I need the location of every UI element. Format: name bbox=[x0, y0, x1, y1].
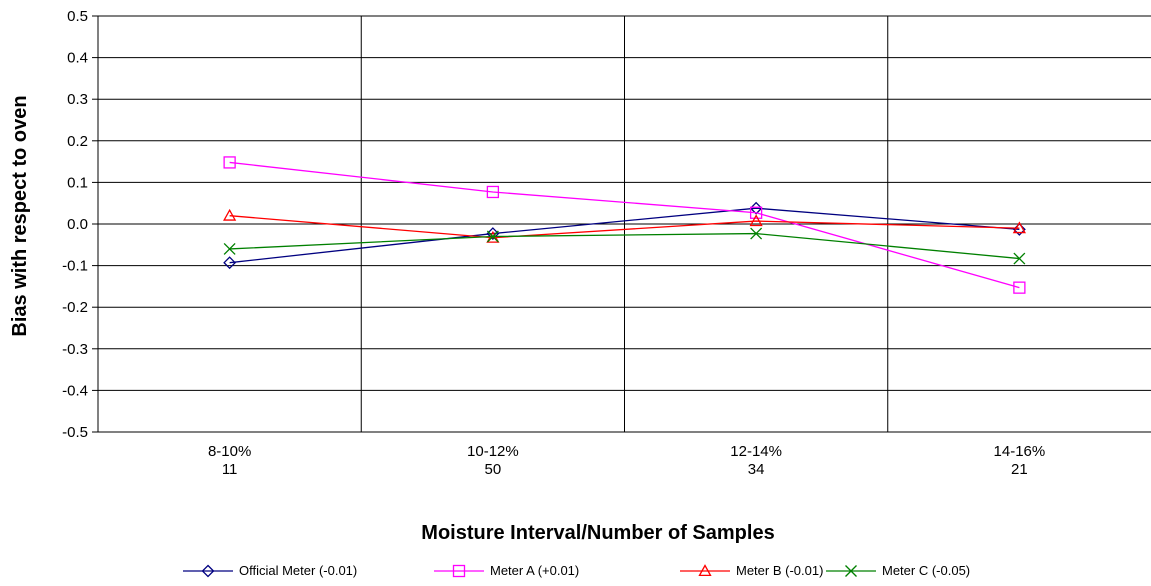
x-tick-label: 10-12% bbox=[467, 443, 519, 460]
x-axis-title: Moisture Interval/Number of Samples bbox=[421, 522, 774, 544]
y-tick-label: -0.4 bbox=[62, 382, 88, 399]
legend-marker bbox=[845, 565, 857, 577]
series-1 bbox=[223, 201, 1026, 270]
x-marker-stroke bbox=[486, 230, 499, 243]
x-tick-sample-count: 11 bbox=[222, 461, 238, 478]
legend-label: Official Meter (-0.01) bbox=[239, 563, 357, 578]
legend-label: Meter A (+0.01) bbox=[490, 563, 579, 578]
legend-entry: Meter B (-0.01) bbox=[680, 563, 823, 578]
y-tick-label: 0.2 bbox=[67, 133, 88, 150]
legend-marker bbox=[452, 564, 466, 578]
legend-marker bbox=[698, 564, 712, 577]
y-tick-label: 0.0 bbox=[67, 216, 88, 233]
x-tick-sample-count: 50 bbox=[485, 461, 502, 478]
legend-entry: Meter A (+0.01) bbox=[434, 563, 579, 578]
legend-entry: Meter C (-0.05) bbox=[826, 563, 970, 578]
x-tick-sample-count: 21 bbox=[1011, 461, 1028, 478]
x-tick-label: 12-14% bbox=[730, 443, 782, 460]
x-tick-label: 8-10% bbox=[208, 443, 251, 460]
y-tick-label: -0.5 bbox=[62, 424, 88, 441]
series-4 bbox=[223, 227, 1026, 265]
series-line bbox=[229, 207, 1020, 264]
y-tick-label: -0.3 bbox=[62, 341, 88, 358]
data-point bbox=[1013, 281, 1026, 294]
tick-labels: -0.5 -0.4 -0.3 -0.2 -0.1 0.0 0.1 0.2 0.3 0.4 0.5 8-… bbox=[62, 8, 1045, 478]
y-tick-label: 0.5 bbox=[67, 8, 88, 25]
data-point bbox=[223, 208, 237, 221]
y-tick-label: -0.1 bbox=[62, 258, 88, 275]
y-axis-title: Bias with respect to oven bbox=[9, 95, 31, 336]
grid bbox=[98, 15, 1151, 433]
data-point bbox=[223, 256, 237, 270]
x-marker-stroke bbox=[1013, 252, 1026, 265]
data-point bbox=[750, 227, 763, 240]
x-tick-sample-count: 34 bbox=[748, 461, 765, 478]
data-point bbox=[749, 214, 763, 227]
series-2 bbox=[223, 156, 1026, 294]
y-tick-label: 0.4 bbox=[67, 50, 88, 67]
data-point bbox=[223, 243, 236, 255]
data-point bbox=[486, 227, 500, 240]
data-point bbox=[1013, 252, 1026, 265]
series-layer bbox=[223, 156, 1026, 294]
data-point bbox=[223, 156, 236, 169]
y-tick-label: -0.2 bbox=[62, 299, 88, 316]
data-point bbox=[486, 185, 500, 199]
series-line bbox=[229, 232, 1020, 260]
series-line bbox=[229, 161, 1020, 289]
axes bbox=[92, 15, 1151, 433]
legend: Official Meter (-0.01) Meter A (+0.01) Met… bbox=[183, 563, 970, 578]
data-point bbox=[749, 201, 763, 215]
legend-label: Meter B (-0.01) bbox=[736, 563, 823, 578]
legend-entry: Official Meter (-0.01) bbox=[183, 563, 357, 578]
data-point bbox=[749, 206, 763, 219]
y-tick-label: 0.1 bbox=[67, 174, 88, 191]
data-point bbox=[1012, 221, 1026, 234]
legend-marker bbox=[201, 564, 215, 578]
x-marker-stroke bbox=[750, 227, 763, 240]
y-tick-label: 0.3 bbox=[67, 91, 88, 108]
x-tick-label: 14-16% bbox=[994, 443, 1046, 460]
legend-label: Meter C (-0.05) bbox=[882, 563, 970, 578]
data-point bbox=[486, 230, 499, 243]
x-marker-stroke bbox=[845, 565, 857, 577]
x-marker-stroke bbox=[223, 243, 236, 255]
series-line bbox=[229, 215, 1020, 239]
